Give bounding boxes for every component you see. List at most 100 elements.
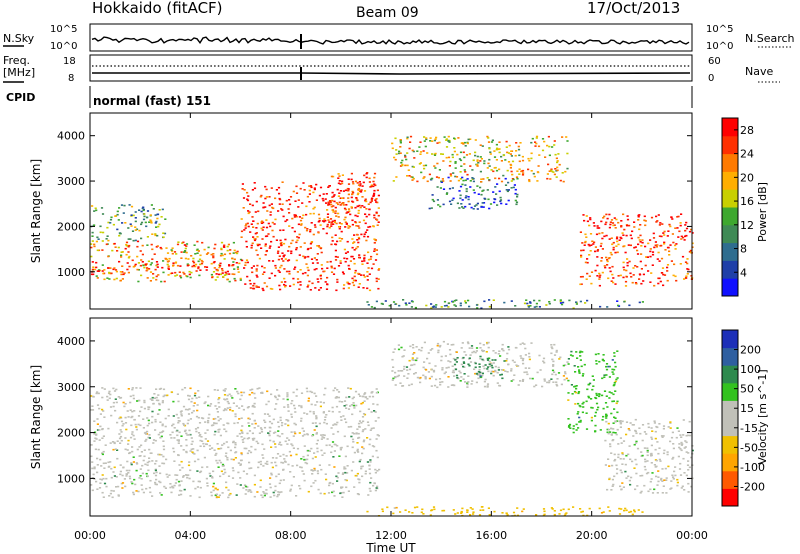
scatter-cell [309,410,312,413]
scatter-cell [493,150,496,152]
scatter-cell [611,368,614,371]
scatter-cell [483,160,486,162]
scatter-cell [673,263,676,266]
scatter-cell [127,439,130,442]
scatter-cell [240,391,243,394]
scatter-cell [622,266,625,269]
scatter-cell [488,207,491,210]
scatter-cell [610,412,613,415]
scatter-cell [493,198,496,200]
scatter-cell [269,426,272,429]
scatter-cell [615,218,618,221]
scatter-cell [277,394,280,397]
scatter-cell [174,482,177,484]
scatter-cell [330,451,333,454]
scatter-cell [531,377,534,380]
scatter-cell [231,397,234,399]
scatter-cell [317,245,320,247]
scatter-cell [343,418,347,420]
scatter-cell [399,370,402,372]
scatter-cell [461,199,464,201]
scatter-cell [180,460,183,463]
scatter-cell [530,157,533,160]
scatter-cell [663,234,666,236]
scatter-cell [616,411,619,414]
scatter-cell [539,369,542,371]
scatter-cell [430,307,433,309]
scatter-cell [608,257,611,259]
scatter-cell [261,496,264,499]
scatter-cell [375,212,378,215]
scatter-cell [294,266,297,269]
scatter-cell [101,453,104,456]
scatter-cell [370,184,373,186]
scatter-cell [199,445,202,447]
scatter-cell [439,205,442,208]
scatter-cell [397,348,401,351]
scatter-cell [129,436,133,439]
scatter-cell [114,269,118,271]
scatter-cell [570,384,573,386]
scatter-cell [217,273,220,276]
scatter-cell [498,141,501,143]
scatter-cell [124,403,127,405]
scatter-cell [269,496,272,498]
scatter-cell [255,440,258,443]
scatter-cell [470,206,473,209]
scatter-cell [300,405,303,407]
scatter-cell [256,222,259,225]
scatter-cell [218,428,221,431]
scatter-cell [391,358,394,361]
scatter-cell [442,188,446,190]
scatter-cell [215,493,218,496]
scatter-cell [404,156,407,158]
scatter-cell [99,478,102,480]
scatter-cell [137,423,140,426]
scatter-cell [335,396,338,398]
scatter-cell [463,373,466,375]
scatter-cell [116,421,119,424]
scatter-cell [220,252,223,255]
scatter-cell [92,473,95,476]
scatter-cell [295,453,298,456]
scatter-cell [123,478,126,480]
colorbar-tick-label: 15 [740,402,754,415]
scatter-cell [488,357,491,360]
scatter-cell [248,211,251,213]
scatter-cell [255,268,258,270]
scatter-cell [167,267,170,269]
scatter-cell [512,178,515,181]
scatter-cell [364,222,367,225]
scatter-cell [350,178,353,181]
scatter-cell [136,245,139,248]
scatter-cell [459,304,462,307]
scatter-cell [325,193,328,195]
scatter-cell [239,398,242,401]
scatter-cell [665,492,668,494]
scatter-cell [180,257,183,259]
scatter-cell [479,375,482,377]
scatter-cell [169,483,172,485]
scatter-cell [677,430,680,432]
scatter-cell [366,461,369,463]
scatter-cell [440,153,443,155]
scatter-cell [641,239,644,241]
scatter-cell [179,469,182,471]
scatter-cell [100,465,103,467]
scatter-cell [348,225,352,228]
scatter-cell [471,169,474,171]
scatter-cell [426,357,429,360]
scatter-cell [274,446,277,448]
scatter-cell [482,202,486,204]
scatter-cell [96,418,99,420]
scatter-cell [116,250,119,252]
scatter-cell [298,485,301,487]
scatter-cell [125,241,129,244]
scatter-cell [596,249,600,251]
scatter-cell [374,249,377,251]
scatter-cell [463,362,466,364]
scatter-cell [223,274,226,276]
scatter-cell [306,195,309,198]
scatter-cell [94,437,97,440]
scatter-cell [418,146,421,148]
